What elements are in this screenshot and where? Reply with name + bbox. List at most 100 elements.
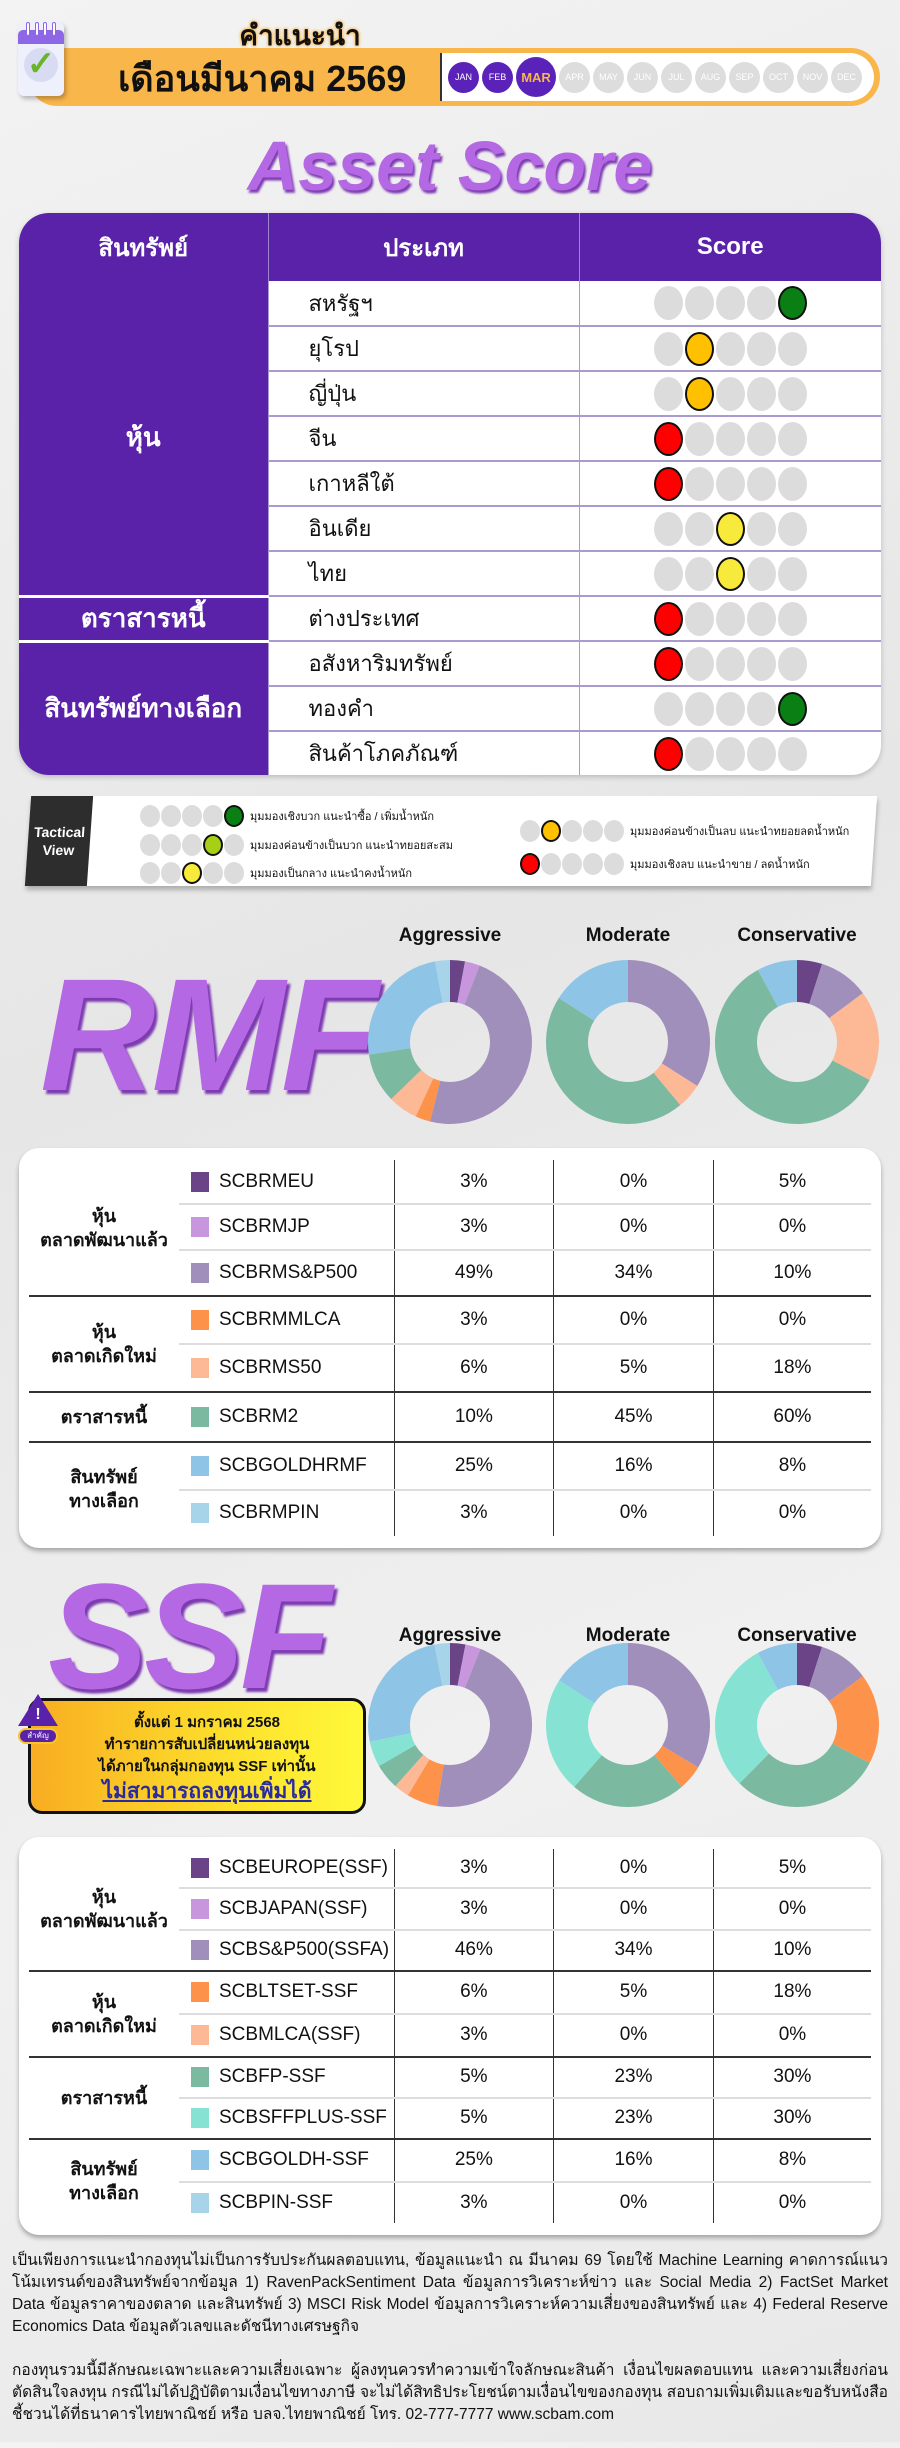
slice-scbltset-ssf xyxy=(407,1759,444,1806)
fund-color-swatch xyxy=(191,1263,209,1284)
asset-type: เกาหลีใต้ xyxy=(268,461,580,507)
asset-score xyxy=(579,551,881,597)
fund-weight-moderate: 23% xyxy=(553,2055,714,2098)
legend-item: มุมมองเชิงบวก แนะนำซื้อ / เพิ่มน้ำหนัก xyxy=(140,805,434,827)
fund-name-label: SCBEUROPE(SSF) xyxy=(219,1857,388,1879)
asset-group: หุ้น xyxy=(19,281,269,598)
slice-scbgoldh-ssf xyxy=(368,1644,443,1742)
score-dot-active xyxy=(777,286,807,320)
fund-weight-aggressive: 3% xyxy=(394,1203,555,1251)
asset-type: จีน xyxy=(268,416,580,462)
month-jul: JUL xyxy=(661,61,692,93)
fund-group-line: ตลาดพัฒนาแล้ว xyxy=(40,1229,168,1250)
legend-item: มุมมองค่อนข้างเป็นลบ แนะนำทยอยลดน้ำหนัก xyxy=(520,820,849,842)
header-title: คำแนะนำ xyxy=(239,20,361,51)
score-dot xyxy=(182,805,202,827)
asset-row: อินเดีย xyxy=(19,506,881,552)
slice-scbrmpin xyxy=(434,960,450,1003)
chart-title-moderate: Moderate xyxy=(585,925,671,946)
fund-name: SCBSFFPLUS-SSF xyxy=(179,2096,395,2139)
fund-group-line: หุ้น xyxy=(91,1991,117,2012)
fund-group-line: ตราสารหนี้ xyxy=(60,2087,148,2108)
score-dot xyxy=(715,376,745,411)
month-aug: AUG xyxy=(695,61,726,93)
asset-type: สินค้าโภคภัณฑ์ xyxy=(268,731,580,775)
slice-scbrms50 xyxy=(653,1063,698,1106)
header-month: เดือนมีนาคม 2569 xyxy=(118,58,407,99)
score-dot xyxy=(140,834,160,856)
fund-name-label: SCBMLCA(SSF) xyxy=(219,2024,361,2046)
fund-group-line: หุ้น xyxy=(91,1205,117,1226)
disclaimer-paragraph-2: กองทุนรวมนี้มีลักษณะเฉพาะและความเสี่ยงเฉ… xyxy=(12,2362,888,2423)
fund-name-label: SCBFP-SSF xyxy=(219,2066,326,2088)
fund-name: SCBJAPAN(SSF) xyxy=(179,1887,395,1930)
month-jan: JAN xyxy=(448,61,479,93)
slice-scbrmmlca xyxy=(415,1078,441,1122)
fund-name-label: SCBGOLDHRMF xyxy=(219,1454,367,1476)
score-dot-active xyxy=(653,421,683,456)
legend-title-1: Tactical xyxy=(33,824,86,840)
fund-row: SCBJAPAN(SSF) 3% 0% 0% xyxy=(29,1887,871,1930)
score-dot-active xyxy=(541,820,561,842)
fund-row: หุ้น ตลาดพัฒนาแล้ว SCBRMEU 3% 0% 5% xyxy=(29,1160,871,1250)
asset-score xyxy=(579,506,881,552)
fund-row: SCBMLCA(SSF) 3% 0% 0% xyxy=(29,2012,871,2057)
score-dot xyxy=(715,736,745,771)
asset-type: ยุโรป xyxy=(268,326,580,372)
fund-name-label: SCBRMJP xyxy=(219,1216,310,1238)
asset-row: ญี่ปุ่น xyxy=(19,371,881,417)
legend-text: มุมมองค่อนข้างเป็นลบ แนะนำทยอยลดน้ำหนัก xyxy=(630,826,850,838)
fund-row: หุ้น ตลาดเกิดใหม่ SCBLTSET-SSF 6% 5% 18% xyxy=(29,1969,871,2057)
asset-score-table: สินทรัพย์ ประเภท Score หุ้น สหรัฐฯ ยุโรป ญี… xyxy=(19,213,881,775)
month-oct: OCT xyxy=(763,61,794,93)
important-badge: สำคัญ xyxy=(18,1728,58,1744)
legend-item: มุมมองเชิงลบ แนะนำขาย / ลดน้ำหนัก xyxy=(520,853,810,875)
fund-row: หุ้น ตลาดเกิดใหม่ SCBRMMLCA 3% 0% 0% xyxy=(29,1295,871,1393)
fund-name: SCBRMS&P500 xyxy=(179,1249,395,1297)
fund-weight-moderate: 0% xyxy=(553,1887,714,1930)
score-dots xyxy=(140,805,244,827)
fund-group-line: ตลาดเกิดใหม่ xyxy=(51,1346,157,1367)
score-dot xyxy=(684,691,714,726)
score-dot xyxy=(684,556,714,591)
fund-row: สินทรัพย์ ทางเลือก SCBGOLDHRMF 25% 16% 8% xyxy=(29,1440,871,1536)
asset-score xyxy=(579,731,881,775)
fund-name: SCBLTSET-SSF xyxy=(179,1969,395,2014)
fund-group-line: ทางเลือก xyxy=(69,2183,139,2204)
chart-title-aggressive: Aggressive xyxy=(398,1625,502,1646)
fund-name-label: SCBGOLDH-SSF xyxy=(219,2149,369,2171)
score-dot-active xyxy=(653,601,683,636)
slice-scbgoldh-ssf xyxy=(757,1643,797,1690)
slice-scbrmeu xyxy=(797,960,823,1004)
fund-weight-aggressive: 3% xyxy=(394,1887,555,1930)
slice-scbrms50 xyxy=(391,1069,434,1117)
score-dots xyxy=(580,466,882,501)
score-dot xyxy=(520,820,540,842)
fund-weight-aggressive: 3% xyxy=(394,1295,555,1345)
fund-row: SCBRMJP 3% 0% 0% xyxy=(29,1203,871,1251)
asset-row: ไทย xyxy=(19,551,881,597)
score-dot xyxy=(583,820,603,842)
fund-color-swatch xyxy=(191,1940,209,1961)
slice-scbfp-ssf xyxy=(739,1743,870,1807)
donut-chart-conservative xyxy=(714,960,880,1125)
slice-scbrmjp xyxy=(457,961,480,1005)
fund-row: SCBRMS50 6% 5% 18% xyxy=(29,1343,871,1393)
score-dot xyxy=(746,511,776,546)
fund-name-label: SCBRMS50 xyxy=(219,1357,322,1379)
asset-row: ทองคำ xyxy=(19,686,881,732)
score-dot xyxy=(715,691,745,726)
fund-weight-moderate: 16% xyxy=(553,2137,714,2182)
fund-group-line: หุ้น xyxy=(91,1322,117,1343)
score-dot-active xyxy=(684,376,714,411)
donut-chart-aggressive xyxy=(367,960,532,1124)
fund-weight-conservative: 0% xyxy=(713,1295,871,1345)
col-asset: สินทรัพย์ xyxy=(19,213,269,281)
score-dot xyxy=(684,466,714,501)
chart-title-moderate: Moderate xyxy=(585,1625,671,1646)
slice-scbgoldh-ssf xyxy=(559,1643,628,1704)
slice-scbltset-ssf xyxy=(654,1745,699,1787)
score-dot xyxy=(653,376,683,411)
fund-name: SCBGOLDH-SSF xyxy=(179,2137,395,2182)
notice-line-4: ไม่สามารถลงทุนเพิ่มได้ xyxy=(102,1780,312,1803)
